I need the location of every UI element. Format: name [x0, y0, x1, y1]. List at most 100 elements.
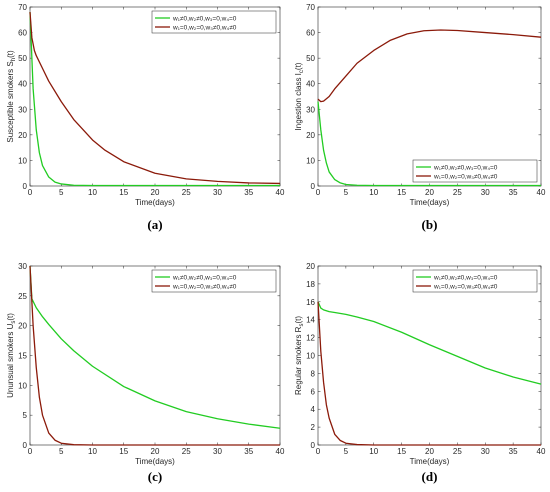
- y-tick-label: 30: [306, 105, 315, 114]
- x-tick-label: 5: [59, 188, 64, 197]
- legend-label-2: w₁=0,w₂=0,w₃≠0,w₄≠0: [433, 283, 498, 290]
- legend: w₁≠0,w₂≠0,w₃=0,w₄=0 w₁=0,w₂=0,w₃≠0,w₄≠0: [151, 10, 277, 34]
- x-tick-label: 30: [481, 188, 490, 197]
- y-tick-label: 30: [18, 105, 27, 114]
- x-tick-label: 40: [276, 447, 285, 456]
- y-tick-label: 25: [18, 292, 27, 301]
- y-tick-label: 0: [23, 182, 28, 191]
- y-tick-label: 10: [18, 381, 27, 390]
- plot-frame: [29, 265, 281, 446]
- y-tick-label: 8: [311, 369, 316, 378]
- legend-label-1: w₁≠0,w₂≠0,w₃=0,w₄=0: [433, 274, 498, 281]
- chart-panel-a: 0 5 10 15 20 25 30 35 40 0 10 20 30 40 50 60 70 Time(days…: [6, 3, 285, 232]
- legend-label-2: w₁=0,w₂=0,w₃≠0,w₄≠0: [172, 24, 237, 31]
- y-axis-label: Ingestion class Ic(t): [294, 62, 305, 130]
- x-tick-label: 0: [316, 188, 321, 197]
- y-tick-label: 6: [311, 387, 316, 396]
- legend-label-1: w₁≠0,w₂≠0,w₃=0,w₄=0: [172, 274, 237, 281]
- x-tick-label: 10: [88, 447, 97, 456]
- series-line-2: [29, 12, 281, 185]
- legend: w₁≠0,w₂≠0,w₃=0,w₄=0 w₁=0,w₂=0,w₃≠0,w₄≠0: [412, 159, 538, 183]
- legend-label-1: w₁≠0,w₂≠0,w₃=0,w₄=0: [172, 15, 237, 22]
- y-tick-label: 60: [18, 29, 27, 38]
- y-tick-label: 20: [306, 131, 315, 140]
- y-tick-label: 30: [18, 262, 27, 271]
- x-tick-label: 25: [182, 188, 191, 197]
- x-tick-label: 20: [151, 188, 160, 197]
- x-tick-label: 15: [397, 447, 406, 456]
- x-tick-label: 40: [276, 188, 285, 197]
- x-axis-label: Time(days): [410, 457, 450, 466]
- x-tick-label: 5: [344, 188, 349, 197]
- series-line-1: [29, 12, 280, 187]
- legend-label-2: w₁=0,w₂=0,w₃≠0,w₄≠0: [172, 283, 237, 290]
- series-line-2: [29, 265, 280, 446]
- legend-box: [151, 269, 277, 293]
- chart-panel-c: 0 5 10 15 20 25 30 35 40 0 5 10 15 20 25 30 Time(days) Un…: [6, 262, 285, 484]
- y-tick-label: 10: [306, 156, 315, 165]
- x-tick-label: 40: [537, 447, 546, 456]
- legend: w₁≠0,w₂≠0,w₃=0,w₄=0 w₁=0,w₂=0,w₃≠0,w₄≠0: [412, 269, 538, 293]
- x-tick-label: 0: [28, 188, 33, 197]
- legend-box: [412, 269, 538, 293]
- y-tick-label: 20: [18, 322, 27, 331]
- legend-label-2: w₁=0,w₂=0,w₃≠0,w₄≠0: [433, 173, 498, 180]
- series-line-1: [317, 301, 542, 385]
- y-tick-label: 40: [306, 80, 315, 89]
- panel-label: (c): [148, 469, 162, 484]
- x-axis-label: Time(days): [410, 198, 450, 207]
- x-tick-label: 5: [344, 447, 349, 456]
- x-tick-label: 30: [213, 188, 222, 197]
- y-tick-label: 70: [18, 3, 27, 12]
- x-tick-label: 25: [453, 188, 462, 197]
- y-tick-label: 5: [23, 411, 28, 420]
- y-tick-label: 50: [18, 54, 27, 63]
- x-tick-label: 20: [151, 447, 160, 456]
- y-tick-label: 16: [306, 298, 315, 307]
- x-tick-label: 0: [316, 447, 321, 456]
- legend: w₁≠0,w₂≠0,w₃=0,w₄=0 w₁=0,w₂=0,w₃≠0,w₄≠0: [151, 269, 277, 293]
- chart-panel-b: 0 5 10 15 20 25 30 35 40 0 10 20 30 40 50 60 70 Time(days…: [294, 3, 546, 232]
- series-line-1: [317, 101, 541, 187]
- x-tick-label: 20: [425, 447, 434, 456]
- x-tick-label: 40: [537, 188, 546, 197]
- series-line-2: [317, 301, 541, 446]
- x-tick-label: 35: [509, 447, 518, 456]
- x-tick-label: 15: [397, 188, 406, 197]
- y-tick-label: 14: [306, 316, 315, 325]
- y-tick-label: 60: [306, 29, 315, 38]
- x-tick-label: 10: [88, 188, 97, 197]
- legend-box: [412, 159, 538, 183]
- x-tick-label: 30: [481, 447, 490, 456]
- x-tick-label: 35: [509, 188, 518, 197]
- x-axis-label: Time(days): [135, 198, 175, 207]
- x-tick-label: 5: [59, 447, 64, 456]
- legend-box: [151, 10, 277, 34]
- panel-label: (b): [422, 217, 438, 232]
- x-tick-label: 0: [28, 447, 33, 456]
- x-tick-label: 35: [244, 447, 253, 456]
- x-tick-label: 25: [453, 447, 462, 456]
- x-axis-label: Time(days): [135, 457, 175, 466]
- x-tick-label: 15: [119, 447, 128, 456]
- y-tick-label: 10: [306, 352, 315, 361]
- y-tick-label: 50: [306, 54, 315, 63]
- x-tick-label: 35: [244, 188, 253, 197]
- y-tick-label: 40: [18, 80, 27, 89]
- series-line-1: [29, 265, 281, 429]
- series-line-2: [317, 29, 542, 103]
- plot-frame: [317, 265, 542, 446]
- y-axis-label: Susceptible smokers Sh(t): [6, 50, 17, 143]
- panel-label: (d): [422, 469, 438, 484]
- y-tick-label: 12: [306, 334, 315, 343]
- x-tick-label: 25: [182, 447, 191, 456]
- y-tick-label: 0: [311, 182, 316, 191]
- y-tick-label: 15: [18, 352, 27, 361]
- y-tick-label: 4: [311, 405, 316, 414]
- panel-label: (a): [147, 217, 162, 232]
- y-tick-label: 0: [23, 441, 28, 450]
- y-tick-label: 18: [306, 280, 315, 289]
- chart-panel-d: 0 5 10 15 20 25 30 35 4002468101214161820Time(da…: [294, 262, 546, 484]
- legend-label-1: w₁≠0,w₂≠0,w₃=0,w₄=0: [433, 164, 498, 171]
- y-tick-label: 2: [311, 423, 316, 432]
